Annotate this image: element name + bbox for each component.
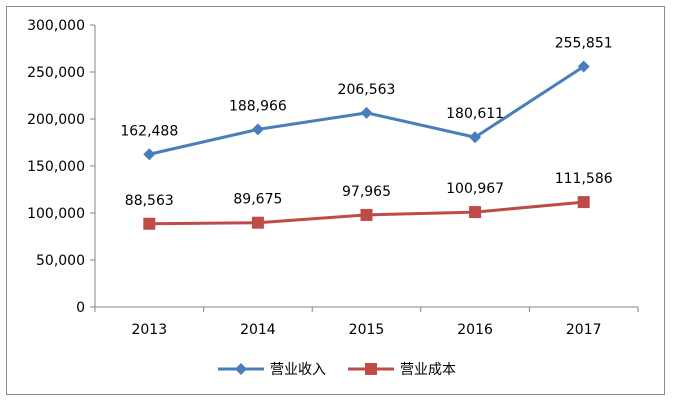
legend-label-1: 营业收入 <box>270 362 326 378</box>
legend-marker-diamond-icon <box>235 363 247 375</box>
y-tick-label: 250,000 <box>27 65 85 81</box>
data-point-diamond <box>469 131 482 144</box>
y-tick-label: 300,000 <box>27 18 85 34</box>
x-tick-label: 2017 <box>566 322 602 338</box>
y-tick-label: 0 <box>76 300 85 316</box>
legend-marker-square-icon <box>365 363 377 375</box>
x-tick-label: 2016 <box>457 322 493 338</box>
data-point-diamond <box>251 123 264 136</box>
legend-label-2: 营业成本 <box>400 362 456 378</box>
y-tick-label: 100,000 <box>27 206 85 222</box>
x-tick-label: 2015 <box>349 322 385 338</box>
data-point-square <box>251 216 264 229</box>
data-point-diamond <box>577 60 590 73</box>
data-label: 188,966 <box>229 98 287 114</box>
y-tick-label: 50,000 <box>36 253 85 269</box>
data-point-square <box>469 206 482 219</box>
data-label: 206,563 <box>338 82 396 98</box>
data-point-diamond <box>360 106 373 119</box>
y-tick-label: 150,000 <box>27 159 85 175</box>
data-point-square <box>360 208 373 221</box>
data-label: 97,965 <box>342 184 391 200</box>
data-label: 162,488 <box>120 123 178 139</box>
data-point-square <box>577 196 590 209</box>
data-label: 111,586 <box>555 171 613 187</box>
data-label: 89,675 <box>233 192 282 208</box>
data-label: 180,611 <box>446 106 504 122</box>
data-point-diamond <box>143 148 156 161</box>
data-label: 255,851 <box>555 36 613 52</box>
data-label: 100,967 <box>446 181 504 197</box>
x-tick-label: 2013 <box>131 322 167 338</box>
data-label: 88,563 <box>125 193 174 209</box>
y-tick-label: 200,000 <box>27 112 85 128</box>
chart-frame <box>6 6 665 395</box>
data-point-square <box>143 217 156 230</box>
x-tick-label: 2014 <box>240 322 276 338</box>
